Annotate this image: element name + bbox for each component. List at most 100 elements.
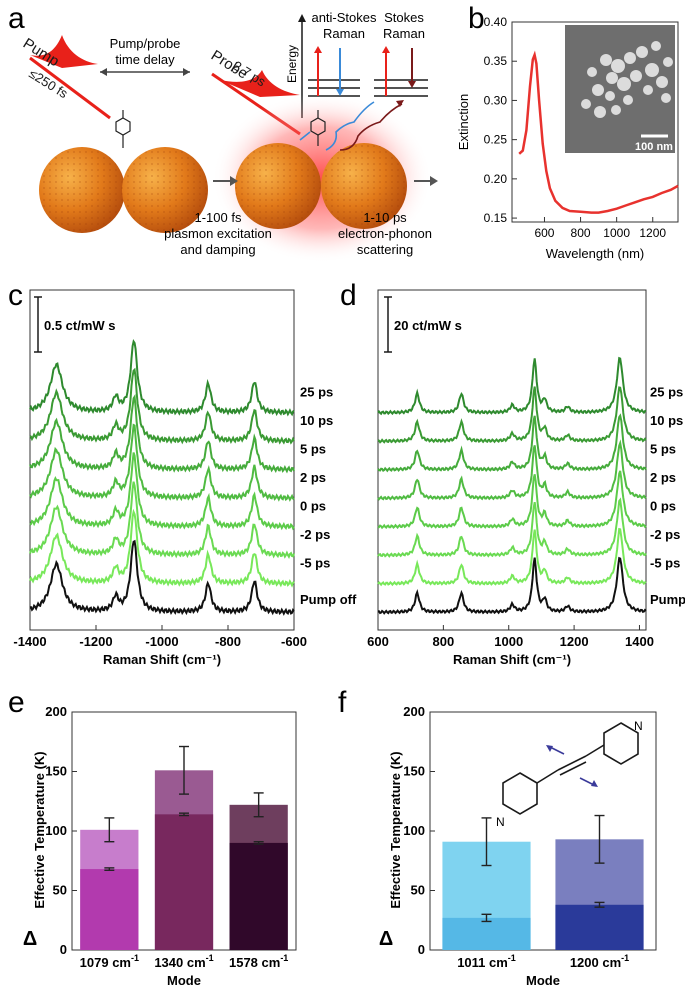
arrowhead-icon <box>336 89 344 96</box>
raman-trace <box>377 413 647 473</box>
trace-label: 5 ps <box>650 442 676 457</box>
plot-frame-b <box>511 21 679 223</box>
panel-e: e 1079 cm-1 1340 cm-1 1578 cm-1 0 50 100 150 20… <box>8 686 297 988</box>
x-tick-label-b: 800 <box>571 226 591 240</box>
scale-label-d: 20 ct/mW s <box>394 318 462 333</box>
pump-pulse-icon <box>30 35 98 68</box>
bar-lower <box>229 842 288 950</box>
delta-symbol-e: Δ <box>23 928 37 950</box>
y-tick-label-b: 0.40 <box>484 15 508 29</box>
raman-transition-arrows <box>317 48 413 96</box>
trace-label: 0 ps <box>650 499 676 514</box>
raman-trace <box>29 423 295 502</box>
y-tick-label: 50 <box>411 883 425 898</box>
trace-label: 25 ps <box>300 385 333 400</box>
molecular-vibration-icon <box>299 101 375 151</box>
spectra-d <box>377 356 647 615</box>
delay-label-line2: time delay <box>115 52 175 67</box>
sem-particles <box>581 41 673 118</box>
trace-label: 10 ps <box>650 413 683 428</box>
xlabel-b: Wavelength (nm) <box>546 246 645 261</box>
step1-line2: plasmon excitation <box>164 226 272 241</box>
y-tick-label-b: 0.25 <box>484 133 508 147</box>
raman-trace <box>377 527 647 587</box>
category-label: 1011 cm-1 <box>457 953 516 970</box>
y-tick-label: 100 <box>403 823 425 838</box>
y-tick-label: 150 <box>45 764 67 779</box>
delay-label-line1: Pump/probe <box>110 36 181 51</box>
trace-label: -5 ps <box>300 556 330 571</box>
bars-e <box>80 745 288 950</box>
panel-a: a Pump ≤250 fs Pump/probe time delay Pro… <box>8 2 438 263</box>
bar-lower <box>442 917 531 950</box>
raman-trace <box>377 470 647 530</box>
raman-trace <box>29 367 295 445</box>
raman-trace <box>377 439 647 501</box>
bar-lower <box>555 904 644 950</box>
panel-label-a: a <box>8 2 25 35</box>
trace-label: -5 ps <box>650 556 680 571</box>
energy-label: Energy <box>285 45 299 83</box>
step1-line3: and damping <box>180 242 255 257</box>
arrowhead-icon <box>382 46 390 53</box>
scale-label-c: 0.5 ct/mW s <box>44 318 116 333</box>
trace-label: 2 ps <box>650 470 676 485</box>
trace-label: 2 ps <box>300 470 326 485</box>
scale-bar-label: 100 nm <box>635 141 673 153</box>
bpe-molecule-icon <box>502 722 639 815</box>
axis-ticks-c: -1400 -1200 -1000 -800 -600 <box>13 625 307 649</box>
nitrogen-label: N <box>496 815 505 829</box>
y-tick-label-b: 0.35 <box>484 54 508 68</box>
axis-ticks-b: 600 800 1000 1200 0.15 0.20 0.25 0.30 0.35 0.40 <box>484 15 667 240</box>
bars-f <box>442 814 644 950</box>
x-tick-label: 1000 <box>494 634 523 649</box>
trace-labels-d: 25 ps 10 ps 5 ps 2 ps 0 ps -2 ps -5 ps Pump off <box>650 385 685 608</box>
x-tick-label: 1400 <box>625 634 654 649</box>
y-tick-label-b: 0.30 <box>484 93 508 107</box>
raman-trace <box>378 556 647 615</box>
trace-label: Pump off <box>300 592 357 607</box>
arrowhead-icon <box>230 176 238 186</box>
energy-arrowhead <box>298 14 306 22</box>
y-tick-label: 100 <box>45 823 67 838</box>
panel-b: b 600 800 1000 1200 0.15 0.20 0.25 0.30 0.35 0.40… <box>456 2 679 261</box>
step2-line1: 1-10 ps <box>363 210 407 225</box>
xlabel-d: Raman Shift (cm⁻¹) <box>453 652 571 667</box>
x-tick-label: -600 <box>281 634 307 649</box>
bar-lower <box>80 869 139 950</box>
step2-line2: electron-phonon <box>338 226 432 241</box>
raman-trace <box>29 508 295 588</box>
antistokes-label-line2: Raman <box>323 26 365 41</box>
arrowhead-icon <box>408 81 416 88</box>
trace-label: 0 ps <box>300 499 326 514</box>
x-tick-label-b: 600 <box>534 226 554 240</box>
category-label: 1578 cm-1 <box>229 953 288 970</box>
pump-beam <box>29 56 111 120</box>
probe-pulse-icon <box>220 70 300 97</box>
category-label: 1079 cm-1 <box>80 953 139 970</box>
y-tick-label: 0 <box>60 942 67 957</box>
arrowhead-icon <box>546 745 553 752</box>
stokes-label-line2: Raman <box>383 26 425 41</box>
category-label: 1340 cm-1 <box>154 953 213 970</box>
spectra-c <box>29 338 295 616</box>
arrowhead-icon <box>396 100 404 107</box>
y-tick-label-b: 0.15 <box>484 211 508 225</box>
raman-trace <box>377 497 647 558</box>
x-tick-label: -1000 <box>145 634 178 649</box>
raman-trace <box>29 452 295 531</box>
trace-label: -2 ps <box>300 527 330 542</box>
trace-label: -2 ps <box>650 527 680 542</box>
y-tick-label: 200 <box>403 704 425 719</box>
molecule-icon <box>115 110 326 148</box>
panel-label-f: f <box>338 686 347 719</box>
trace-label: 25 ps <box>650 385 683 400</box>
trace-labels-c: 25 ps 10 ps 5 ps 2 ps 0 ps -2 ps -5 ps Pump off <box>300 385 357 608</box>
y-tick-label: 200 <box>45 704 67 719</box>
step1-line1: 1-100 fs <box>195 210 242 225</box>
ylabel-e: Effective Temperature (K) <box>32 751 47 908</box>
x-tick-label-b: 1000 <box>603 226 630 240</box>
x-tick-label-b: 1200 <box>639 226 666 240</box>
axis-ticks-f: 1011 cm-1 1200 cm-1 0 50 100 150 200 <box>403 704 629 970</box>
delta-symbol-f: Δ <box>379 928 393 950</box>
